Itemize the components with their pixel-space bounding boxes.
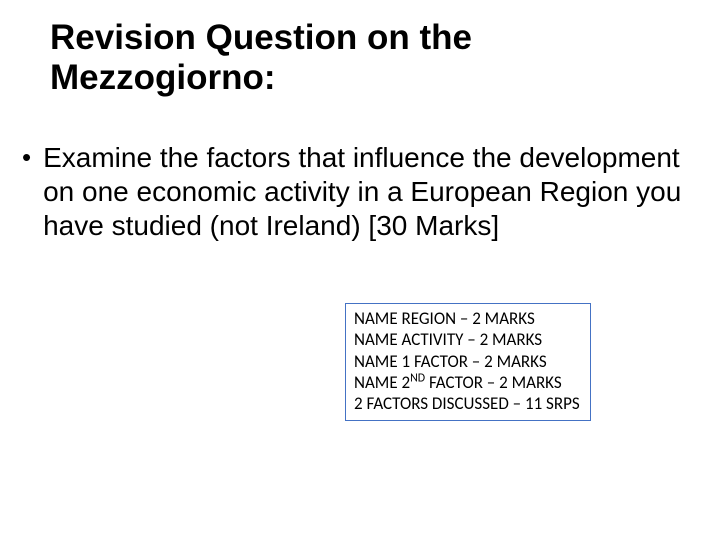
marks-line-4-sup: ND: [410, 371, 425, 385]
marks-line-4-pre: NAME 2: [354, 372, 410, 393]
slide-container: Revision Question on the Mezzogiorno: • …: [0, 0, 720, 540]
marks-line-4-post: FACTOR – 2 MARKS: [425, 372, 562, 393]
marks-line-4: NAME 2ND FACTOR – 2 MARKS: [354, 372, 580, 393]
marks-line-5: 2 FACTORS DISCUSSED – 11 SRPS: [354, 393, 580, 414]
slide-title: Revision Question on the Mezzogiorno:: [50, 18, 700, 99]
marking-scheme-box: NAME REGION – 2 MARKS NAME ACTIVITY – 2 …: [345, 303, 591, 421]
bullet-marker: •: [22, 141, 31, 174]
marks-line-2: NAME ACTIVITY – 2 MARKS: [354, 329, 580, 350]
marks-line-1: NAME REGION – 2 MARKS: [354, 308, 580, 329]
bullet-item: • Examine the factors that influence the…: [20, 141, 700, 243]
bullet-text: Examine the factors that influence the d…: [43, 141, 700, 243]
marks-line-3: NAME 1 FACTOR – 2 MARKS: [354, 351, 580, 372]
